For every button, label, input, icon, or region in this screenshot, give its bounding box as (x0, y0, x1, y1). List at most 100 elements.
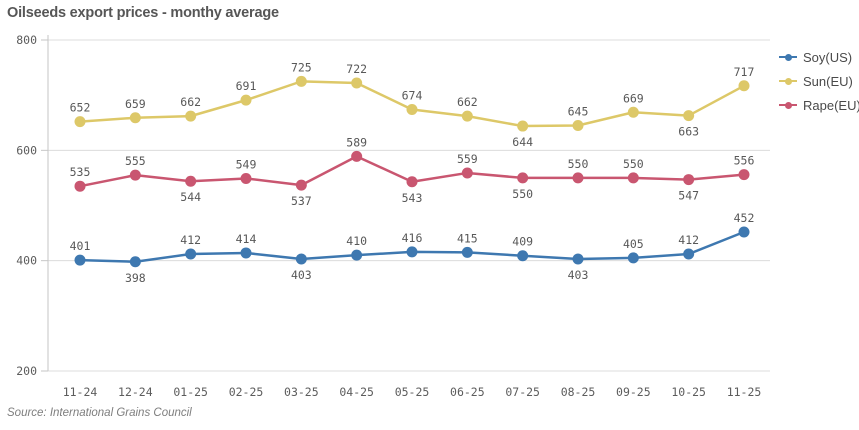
x-axis-label: 12-24 (118, 385, 153, 399)
data-point[interactable] (129, 256, 141, 268)
data-point[interactable] (185, 110, 197, 122)
data-point[interactable] (572, 253, 584, 265)
data-label: 669 (623, 91, 644, 105)
legend-item-rape[interactable]: Rape(EU) (779, 93, 859, 117)
y-axis-label: 400 (16, 254, 37, 268)
data-label: 722 (346, 62, 367, 76)
data-point[interactable] (683, 174, 695, 186)
series-suneu: 652 659 662 691 725 722 674 662 644 645 669 663 717 (70, 60, 755, 149)
data-label: 415 (457, 231, 478, 245)
data-point[interactable] (738, 169, 750, 181)
data-point[interactable] (295, 253, 307, 265)
data-point[interactable] (406, 246, 418, 258)
data-label: 674 (402, 89, 423, 103)
data-label: 644 (512, 135, 533, 149)
data-point[interactable] (683, 248, 695, 260)
x-axis-label: 05-25 (395, 385, 430, 399)
data-point[interactable] (295, 75, 307, 87)
data-label: 549 (236, 157, 257, 171)
data-point[interactable] (517, 172, 529, 184)
data-label: 659 (125, 97, 146, 111)
data-point[interactable] (572, 172, 584, 184)
data-label: 403 (568, 268, 589, 282)
x-axis-label: 10-25 (671, 385, 706, 399)
data-point[interactable] (351, 249, 363, 261)
y-axis-label: 200 (16, 364, 37, 378)
data-point[interactable] (74, 254, 86, 266)
data-label: 550 (512, 187, 533, 201)
data-label: 537 (291, 194, 312, 208)
data-point[interactable] (240, 94, 252, 106)
legend: Soy(US) Sun(EU) Rape(EU) (779, 45, 859, 117)
data-point[interactable] (240, 172, 252, 184)
x-axis-label: 03-25 (284, 385, 319, 399)
data-label: 559 (457, 152, 478, 166)
data-label: 535 (70, 165, 91, 179)
data-point[interactable] (129, 112, 141, 124)
y-axis-label: 800 (16, 33, 37, 47)
data-point[interactable] (461, 246, 473, 258)
x-axis-label: 04-25 (339, 385, 374, 399)
data-point[interactable] (627, 252, 639, 264)
legend-label-soy: Soy(US) (803, 49, 853, 65)
data-label: 412 (180, 233, 201, 247)
data-point[interactable] (74, 180, 86, 192)
data-point[interactable] (129, 169, 141, 181)
data-label: 543 (402, 191, 423, 205)
data-point[interactable] (461, 110, 473, 122)
data-point[interactable] (351, 77, 363, 89)
data-label: 589 (346, 135, 367, 149)
y-axis-label: 600 (16, 143, 37, 157)
data-label: 652 (70, 101, 91, 115)
data-point[interactable] (738, 226, 750, 238)
data-label: 405 (623, 237, 644, 251)
data-label: 556 (734, 154, 755, 168)
x-axis-label: 02-25 (229, 385, 264, 399)
data-label: 544 (180, 190, 201, 204)
legend-item-sun[interactable]: Sun(EU) (779, 69, 859, 93)
data-point[interactable] (627, 106, 639, 118)
data-label: 691 (236, 79, 257, 93)
data-label: 725 (291, 60, 312, 74)
data-label: 547 (678, 189, 699, 203)
data-label: 416 (402, 231, 423, 245)
x-axis-label: 11-25 (727, 385, 762, 399)
data-point[interactable] (406, 104, 418, 116)
data-label: 662 (457, 95, 478, 109)
data-point[interactable] (240, 247, 252, 259)
data-point[interactable] (295, 179, 307, 191)
data-point[interactable] (683, 110, 695, 122)
data-label: 409 (512, 235, 533, 249)
data-point[interactable] (517, 250, 529, 262)
data-label: 414 (236, 232, 257, 246)
data-label: 403 (291, 268, 312, 282)
chart-title: Oilseeds export prices - monthy average (7, 5, 279, 21)
legend-marker-soy-icon (779, 53, 797, 61)
x-axis-label: 07-25 (505, 385, 540, 399)
legend-marker-sun-icon (779, 77, 797, 85)
legend-item-soy[interactable]: Soy(US) (779, 45, 859, 69)
data-label: 412 (678, 233, 699, 247)
data-point[interactable] (74, 116, 86, 128)
data-label: 555 (125, 154, 146, 168)
data-point[interactable] (185, 175, 197, 187)
x-axis-label: 11-24 (63, 385, 98, 399)
data-point[interactable] (572, 120, 584, 132)
data-point[interactable] (461, 167, 473, 179)
data-label: 398 (125, 271, 146, 285)
data-label: 401 (70, 239, 91, 253)
x-axis-label: 06-25 (450, 385, 485, 399)
data-point[interactable] (517, 120, 529, 132)
data-point[interactable] (351, 150, 363, 162)
data-point[interactable] (406, 176, 418, 188)
data-point[interactable] (738, 80, 750, 92)
data-label: 452 (734, 211, 755, 225)
data-point[interactable] (627, 172, 639, 184)
data-point[interactable] (185, 248, 197, 260)
x-axis-label: 09-25 (616, 385, 651, 399)
data-label: 662 (180, 95, 201, 109)
legend-marker-rape-icon (779, 101, 797, 109)
legend-label-rape: Rape(EU) (803, 97, 859, 113)
